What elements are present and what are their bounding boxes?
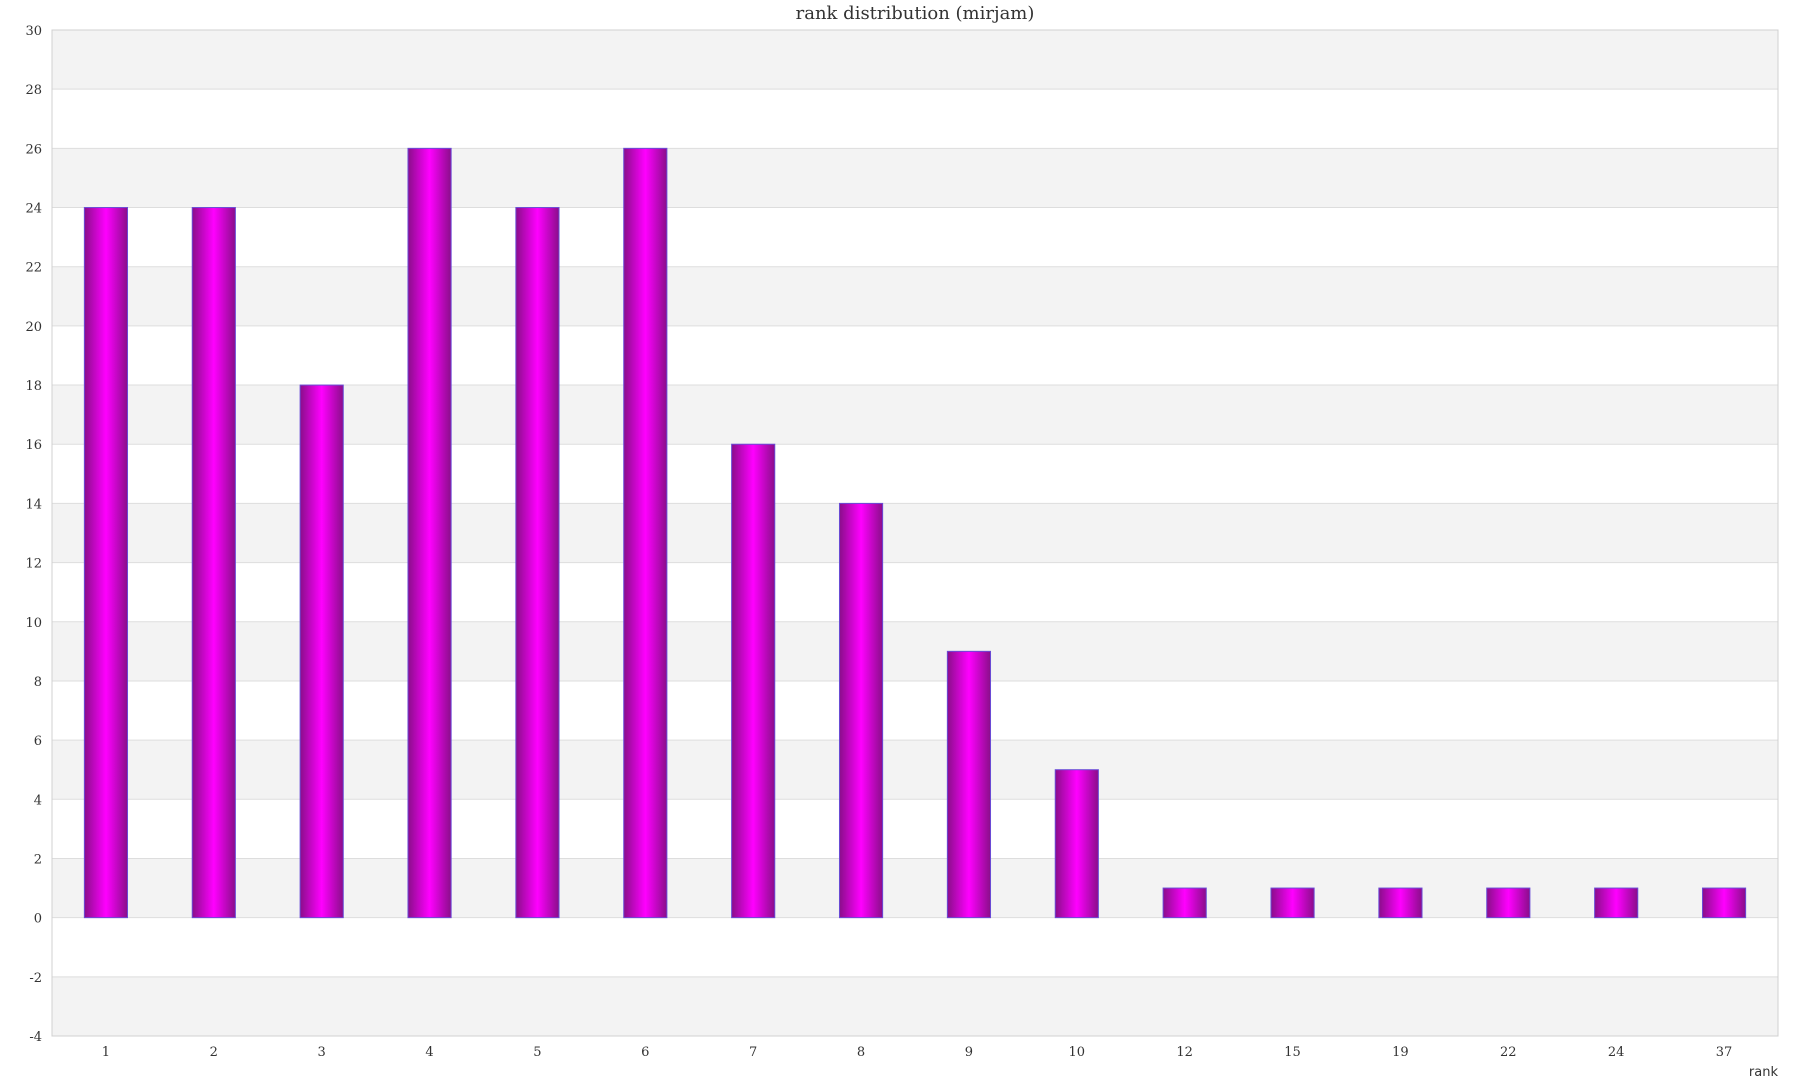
y-tick-label: 20 <box>25 320 42 335</box>
y-tick-label: 6 <box>34 734 42 749</box>
x-tick-label: 24 <box>1608 1045 1625 1060</box>
chart-title: rank distribution (mirjam) <box>796 3 1035 24</box>
y-tick-label: 14 <box>25 497 42 512</box>
bar-24 <box>1594 887 1639 919</box>
x-tick-label: 19 <box>1392 1045 1409 1060</box>
y-tick-label: 12 <box>25 557 42 572</box>
bar-5 <box>515 207 560 919</box>
y-tick-label: -4 <box>29 1030 42 1045</box>
bar-12 <box>1162 887 1207 919</box>
y-tick-label: 8 <box>34 675 42 690</box>
x-tick-label: 5 <box>533 1045 541 1060</box>
background-band <box>52 148 1778 208</box>
x-tick-label: 6 <box>641 1045 649 1060</box>
y-tick-label: 18 <box>25 379 42 394</box>
x-tick-label: 22 <box>1500 1045 1517 1060</box>
y-tick-label: 0 <box>34 912 42 927</box>
bar-15 <box>1270 887 1315 919</box>
bar-6 <box>623 147 668 919</box>
x-tick-label: 7 <box>749 1045 757 1060</box>
y-tick-label: 10 <box>25 616 42 631</box>
y-tick-label: 30 <box>25 24 42 39</box>
x-tick-label: 15 <box>1284 1045 1301 1060</box>
y-tick-label: 22 <box>25 261 42 276</box>
x-tick-label: 4 <box>425 1045 433 1060</box>
y-tick-label: 16 <box>25 438 42 453</box>
x-tick-label: 10 <box>1069 1045 1086 1060</box>
x-tick-label: 2 <box>210 1045 218 1060</box>
x-tick-label: 8 <box>857 1045 865 1060</box>
bar-7 <box>731 443 776 919</box>
bar-8 <box>838 502 884 919</box>
x-axis-label: rank <box>1749 1065 1779 1080</box>
bar-4 <box>407 147 452 919</box>
background-band <box>52 30 1778 90</box>
bar-3 <box>299 384 344 919</box>
y-tick-label: -2 <box>29 971 42 986</box>
bar-1 <box>83 207 129 919</box>
bars <box>83 147 1747 919</box>
y-tick-label: 2 <box>34 852 42 867</box>
bar-10 <box>1054 769 1099 919</box>
x-tick-label: 37 <box>1716 1045 1733 1060</box>
bar-9 <box>946 650 992 919</box>
y-tick-label: 4 <box>34 793 42 808</box>
bar-37 <box>1701 887 1747 919</box>
background-band <box>52 266 1778 326</box>
x-tick-label: 9 <box>965 1045 973 1060</box>
plot-frame <box>51 29 1779 1037</box>
bar-2 <box>191 207 236 919</box>
x-axis-ticks: 1 2 3 4 5 6 7 8 9 10 12 15 19 22 24 37 <box>102 1045 1733 1060</box>
y-tick-label: 24 <box>25 202 42 217</box>
x-tick-label: 12 <box>1176 1045 1193 1060</box>
background-band <box>52 976 1778 1036</box>
x-tick-label: 1 <box>102 1045 110 1060</box>
y-tick-label: 28 <box>25 83 42 98</box>
bar-19 <box>1378 887 1423 919</box>
bar-22 <box>1486 887 1531 919</box>
y-tick-label: 26 <box>25 142 42 157</box>
x-tick-label: 3 <box>318 1045 326 1060</box>
